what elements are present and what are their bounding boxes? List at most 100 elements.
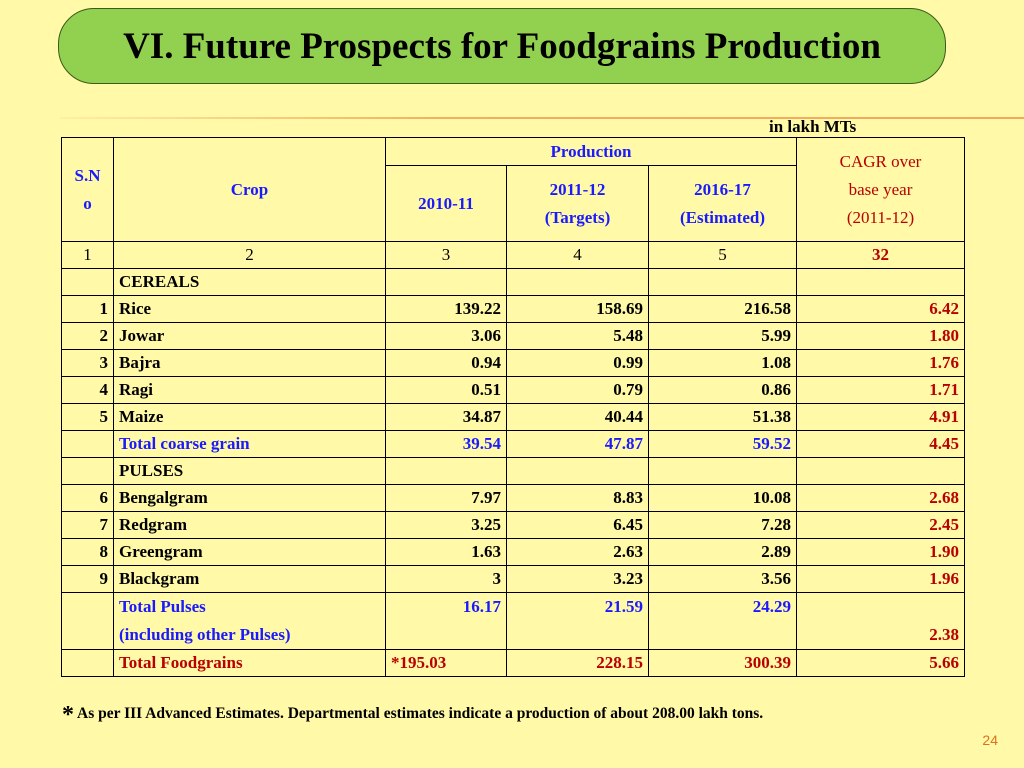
section-row-pulses: PULSES (61, 457, 965, 485)
index-cell: 3 (385, 241, 507, 269)
sno-cell: 3 (61, 349, 114, 377)
sno-cell: 4 (61, 376, 114, 404)
header-2016-17-line1: 2016-17 (694, 179, 751, 199)
header-2010-11: 2010-11 (385, 165, 507, 242)
value-cell: 51.38 (648, 403, 797, 431)
title-banner: VI. Future Prospects for Foodgrains Prod… (58, 8, 946, 84)
table-row: 5 Maize 34.87 40.44 51.38 4.91 (61, 403, 965, 431)
value-cell: 2.63 (506, 538, 649, 566)
sno-cell: 6 (61, 484, 114, 512)
cagr-cell: 1.71 (796, 376, 965, 404)
crop-cell: Rice (113, 295, 386, 323)
cagr-cell: 2.45 (796, 511, 965, 539)
sno-cell: 7 (61, 511, 114, 539)
table-row: 1 Rice 139.22 158.69 216.58 6.42 (61, 295, 965, 323)
value-cell: 16.17 (385, 592, 507, 650)
value-cell: 3 (385, 565, 507, 593)
header-cagr: CAGR over base year (2011-12) (796, 137, 965, 242)
empty-cell (796, 268, 965, 296)
crop-cell: Total Foodgrains (113, 649, 386, 677)
value-cell: 228.15 (506, 649, 649, 677)
crop-cell: Total Pulses (including other Pulses) (113, 592, 386, 650)
empty-cell (61, 592, 114, 650)
value-cell: 10.08 (648, 484, 797, 512)
index-cell: 4 (506, 241, 649, 269)
value-cell: 3.56 (648, 565, 797, 593)
value-cell: 0.51 (385, 376, 507, 404)
footnote-star: * (62, 702, 74, 728)
value-cell: 1.63 (385, 538, 507, 566)
header-crop: Crop (113, 137, 386, 242)
empty-cell (61, 457, 114, 485)
page-number: 24 (982, 732, 998, 748)
sno-cell: 1 (61, 295, 114, 323)
value-cell: 47.87 (506, 430, 649, 458)
cagr-cell: 2.38 (796, 592, 965, 650)
header-sno-line1: S.N (74, 165, 101, 185)
section-row-cereals: CEREALS (61, 268, 965, 296)
value-cell: 34.87 (385, 403, 507, 431)
crop-cell: Bengalgram (113, 484, 386, 512)
sno-cell: 5 (61, 403, 114, 431)
value-cell: 0.94 (385, 349, 507, 377)
header-cagr-line1: CAGR over (839, 151, 922, 171)
value-cell: 3.23 (506, 565, 649, 593)
crop-cell: Blackgram (113, 565, 386, 593)
cagr-cell: 6.42 (796, 295, 965, 323)
value-cell: 8.83 (506, 484, 649, 512)
header-2011-12: 2011-12 (Targets) (506, 165, 649, 242)
section-label: CEREALS (113, 268, 386, 296)
crop-cell: Redgram (113, 511, 386, 539)
empty-cell (796, 457, 965, 485)
cagr-cell: 1.90 (796, 538, 965, 566)
value-cell: 21.59 (506, 592, 649, 650)
value-cell: *195.03 (385, 649, 507, 677)
header-row-1: S.N o Crop Production CAGR over base yea… (61, 137, 965, 242)
value-cell: 1.08 (648, 349, 797, 377)
sno-cell: 9 (61, 565, 114, 593)
footnote-text: As per III Advanced Estimates. Departmen… (77, 705, 764, 722)
value-cell: 5.48 (506, 322, 649, 350)
value-cell: 24.29 (648, 592, 797, 650)
value-cell: 59.52 (648, 430, 797, 458)
crop-cell: Bajra (113, 349, 386, 377)
sno-cell: 8 (61, 538, 114, 566)
table-row: 8 Greengram 1.63 2.63 2.89 1.90 (61, 538, 965, 566)
table-row: 7 Redgram 3.25 6.45 7.28 2.45 (61, 511, 965, 539)
empty-cell (385, 268, 507, 296)
index-cell: 2 (113, 241, 386, 269)
header-cagr-line2: base year (848, 179, 913, 199)
value-cell: 139.22 (385, 295, 507, 323)
header-production: Production (385, 137, 797, 166)
cagr-cell: 4.45 (796, 430, 965, 458)
value-cell: 158.69 (506, 295, 649, 323)
value-cell: 7.28 (648, 511, 797, 539)
empty-cell (61, 649, 114, 677)
header-2016-17-line2: (Estimated) (680, 207, 765, 227)
table-row: 2 Jowar 3.06 5.48 5.99 1.80 (61, 322, 965, 350)
value-cell: 40.44 (506, 403, 649, 431)
value-cell: 7.97 (385, 484, 507, 512)
crop-cell: Total coarse grain (113, 430, 386, 458)
value-cell: 39.54 (385, 430, 507, 458)
value-cell: 216.58 (648, 295, 797, 323)
unit-note: in lakh MTs (769, 117, 857, 136)
empty-cell (61, 268, 114, 296)
empty-cell (385, 457, 507, 485)
crop-line1: Total Pulses (119, 597, 206, 616)
crop-cell: Ragi (113, 376, 386, 404)
value-cell: 3.06 (385, 322, 507, 350)
empty-cell (648, 268, 797, 296)
crop-cell: Greengram (113, 538, 386, 566)
value-cell: 0.86 (648, 376, 797, 404)
crop-line2: (including other Pulses) (119, 625, 291, 644)
footnote: * As per III Advanced Estimates. Departme… (62, 702, 763, 729)
index-cell: 32 (796, 241, 965, 269)
header-row-2: 2010-11 2011-12 (Targets) 2016-17 (Estim… (62, 165, 965, 242)
cagr-cell: 5.66 (796, 649, 965, 677)
header-sno: S.N o (61, 137, 114, 242)
empty-cell (506, 268, 649, 296)
total-row: Total Foodgrains *195.03 228.15 300.39 5… (61, 649, 965, 677)
cagr-cell: 4.91 (796, 403, 965, 431)
empty-cell (506, 457, 649, 485)
